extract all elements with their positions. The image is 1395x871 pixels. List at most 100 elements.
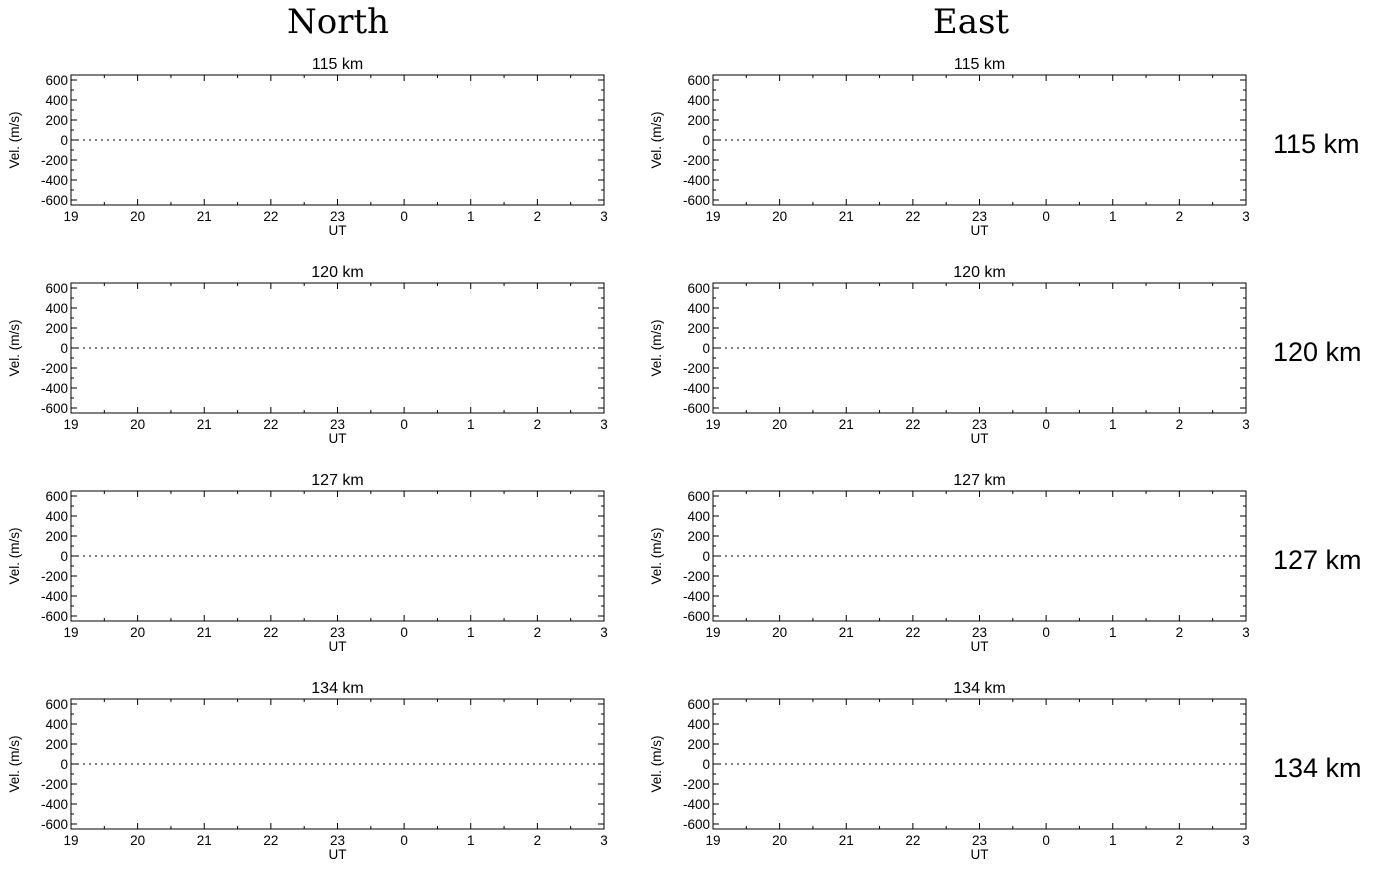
panel-north-120km-xtick-label: 2 xyxy=(534,417,542,432)
panel-east-120km-xtick-label: 23 xyxy=(972,417,987,432)
panel-east-127km-xtick-label: 0 xyxy=(1042,625,1050,640)
panel-east-115km-xtick-label: 3 xyxy=(1242,209,1250,224)
panel-east-134km-ytick-label: -400 xyxy=(683,797,710,812)
panel-east-134km-ytick-label: 600 xyxy=(687,697,710,712)
panel-north-127km-xtick-label: 3 xyxy=(600,625,608,640)
panel-north-120km-ytick-label: -200 xyxy=(41,361,68,376)
panel-north-120km-ylabel: Vel. (m/s) xyxy=(7,319,22,376)
panel-north-120km-xtick-label: 1 xyxy=(467,417,475,432)
panel-north-134km-xtick-label: 2 xyxy=(534,833,542,848)
panel-north-120km-ytick-label: 600 xyxy=(45,281,68,296)
panel-east-120km-xtick-label: 22 xyxy=(905,417,920,432)
panel-east-120km-xtick-label: 19 xyxy=(705,417,720,432)
panel-north-120km-xtick-label: 19 xyxy=(63,417,78,432)
panel-north-127km-xtick-label: 23 xyxy=(330,625,345,640)
panel-east-127km-xtick-label: 1 xyxy=(1109,625,1117,640)
panel-east-115km-xlabel: UT xyxy=(971,223,989,238)
panel-east-127km-ytick-label: 200 xyxy=(687,529,710,544)
panel-east-134km-ytick-label: 0 xyxy=(702,757,710,772)
panel-east-115km-ytick-label: 200 xyxy=(687,113,710,128)
panel-east-115km-xtick-label: 20 xyxy=(772,209,787,224)
panel-north-120km-xtick-label: 23 xyxy=(330,417,345,432)
panel-east-120km-ylabel: Vel. (m/s) xyxy=(649,319,664,376)
panel-east-127km-ytick-label: -200 xyxy=(683,569,710,584)
panel-east-120km-xtick-label: 20 xyxy=(772,417,787,432)
panel-north-115km-xtick-label: 2 xyxy=(534,209,542,224)
panel-east-134km-xtick-label: 20 xyxy=(772,833,787,848)
panel-east-134km-xtick-label: 3 xyxy=(1242,833,1250,848)
panel-east-120km-xtick-label: 1 xyxy=(1109,417,1117,432)
panel-east-115km-ytick-label: -200 xyxy=(683,153,710,168)
panel-north-134km-ytick-label: -200 xyxy=(41,777,68,792)
panel-east-115km-xtick-label: 23 xyxy=(972,209,987,224)
panel-east-115km-xtick-label: 22 xyxy=(905,209,920,224)
panel-east-127km-xtick-label: 21 xyxy=(839,625,854,640)
panel-east-120km-ytick-label: -600 xyxy=(683,401,710,416)
panel-north-115km-xtick-label: 21 xyxy=(197,209,212,224)
panel-east-134km-ytick-label: -200 xyxy=(683,777,710,792)
panel-north-120km-ytick-label: 0 xyxy=(60,341,68,356)
panel-east-120km-ytick-label: 200 xyxy=(687,321,710,336)
panel-east-134km-ytick-label: 400 xyxy=(687,717,710,732)
row-label-115: 115 km xyxy=(1273,129,1360,159)
panel-north-115km-xtick-label: 1 xyxy=(467,209,475,224)
panel-east-115km-title: 115 km xyxy=(954,56,1005,73)
panel-east-134km-xtick-label: 21 xyxy=(839,833,854,848)
panel-north-134km-xlabel: UT xyxy=(329,847,347,862)
panel-north-115km-xlabel: UT xyxy=(329,223,347,238)
panel-east-120km-ytick-label: 0 xyxy=(702,341,710,356)
panel-east-134km-xtick-label: 22 xyxy=(905,833,920,848)
panel-north-115km-xtick-label: 22 xyxy=(263,209,278,224)
panel-east-120km-ytick-label: -200 xyxy=(683,361,710,376)
panel-east-127km-ylabel: Vel. (m/s) xyxy=(649,527,664,584)
panel-north-127km-xlabel: UT xyxy=(329,639,347,654)
column-title-north: North xyxy=(287,2,389,42)
panel-east-115km-xtick-label: 1 xyxy=(1109,209,1117,224)
panel-north-120km-ytick-label: 200 xyxy=(45,321,68,336)
panel-north-115km-ytick-label: -400 xyxy=(41,173,68,188)
panel-north-115km-ytick-label: 600 xyxy=(45,73,68,88)
panel-north-120km-xtick-label: 22 xyxy=(263,417,278,432)
panel-east-127km-ytick-label: -400 xyxy=(683,589,710,604)
panel-east-115km-xtick-label: 0 xyxy=(1042,209,1050,224)
panel-east-134km-xtick-label: 1 xyxy=(1109,833,1117,848)
panel-east-120km-ytick-label: -400 xyxy=(683,381,710,396)
panel-north-134km-xtick-label: 0 xyxy=(400,833,408,848)
panel-north-115km-ytick-label: 0 xyxy=(60,133,68,148)
panel-north-120km-xtick-label: 3 xyxy=(600,417,608,432)
panel-east-120km-title: 120 km xyxy=(953,264,1005,281)
panel-east-115km-xtick-label: 19 xyxy=(705,209,720,224)
panel-north-127km-xtick-label: 1 xyxy=(467,625,475,640)
panel-north-134km-ytick-label: 400 xyxy=(45,717,68,732)
panel-north-115km-xtick-label: 20 xyxy=(130,209,145,224)
panel-east-134km-ylabel: Vel. (m/s) xyxy=(649,735,664,792)
panel-north-127km-ytick-label: -200 xyxy=(41,569,68,584)
panel-north-134km-ytick-label: -600 xyxy=(41,817,68,832)
panel-east-134km-xtick-label: 0 xyxy=(1042,833,1050,848)
panel-north-120km-xtick-label: 0 xyxy=(400,417,408,432)
panel-east-120km-xtick-label: 21 xyxy=(839,417,854,432)
panel-east-127km-xtick-label: 3 xyxy=(1242,625,1250,640)
panel-north-115km-xtick-label: 3 xyxy=(600,209,608,224)
panel-east-127km-ytick-label: -600 xyxy=(683,609,710,624)
panel-east-115km-ytick-label: 0 xyxy=(702,133,710,148)
panel-east-127km-ytick-label: 0 xyxy=(702,549,710,564)
panel-east-120km-xtick-label: 3 xyxy=(1242,417,1250,432)
panel-east-134km-ytick-label: 200 xyxy=(687,737,710,752)
panel-east-127km-xtick-label: 19 xyxy=(705,625,720,640)
panel-east-127km-xtick-label: 20 xyxy=(772,625,787,640)
panel-north-115km-ytick-label: 400 xyxy=(45,93,68,108)
panel-north-115km-ytick-label: 200 xyxy=(45,113,68,128)
panel-east-127km-ytick-label: 600 xyxy=(687,489,710,504)
panel-north-127km-ytick-label: 600 xyxy=(45,489,68,504)
panel-north-134km-xtick-label: 21 xyxy=(197,833,212,848)
panel-north-127km-ytick-label: 0 xyxy=(60,549,68,564)
panel-north-120km-xlabel: UT xyxy=(329,431,347,446)
panel-north-134km-xtick-label: 3 xyxy=(600,833,608,848)
panel-north-134km-title: 134 km xyxy=(311,680,363,697)
panel-north-115km-xtick-label: 23 xyxy=(330,209,345,224)
